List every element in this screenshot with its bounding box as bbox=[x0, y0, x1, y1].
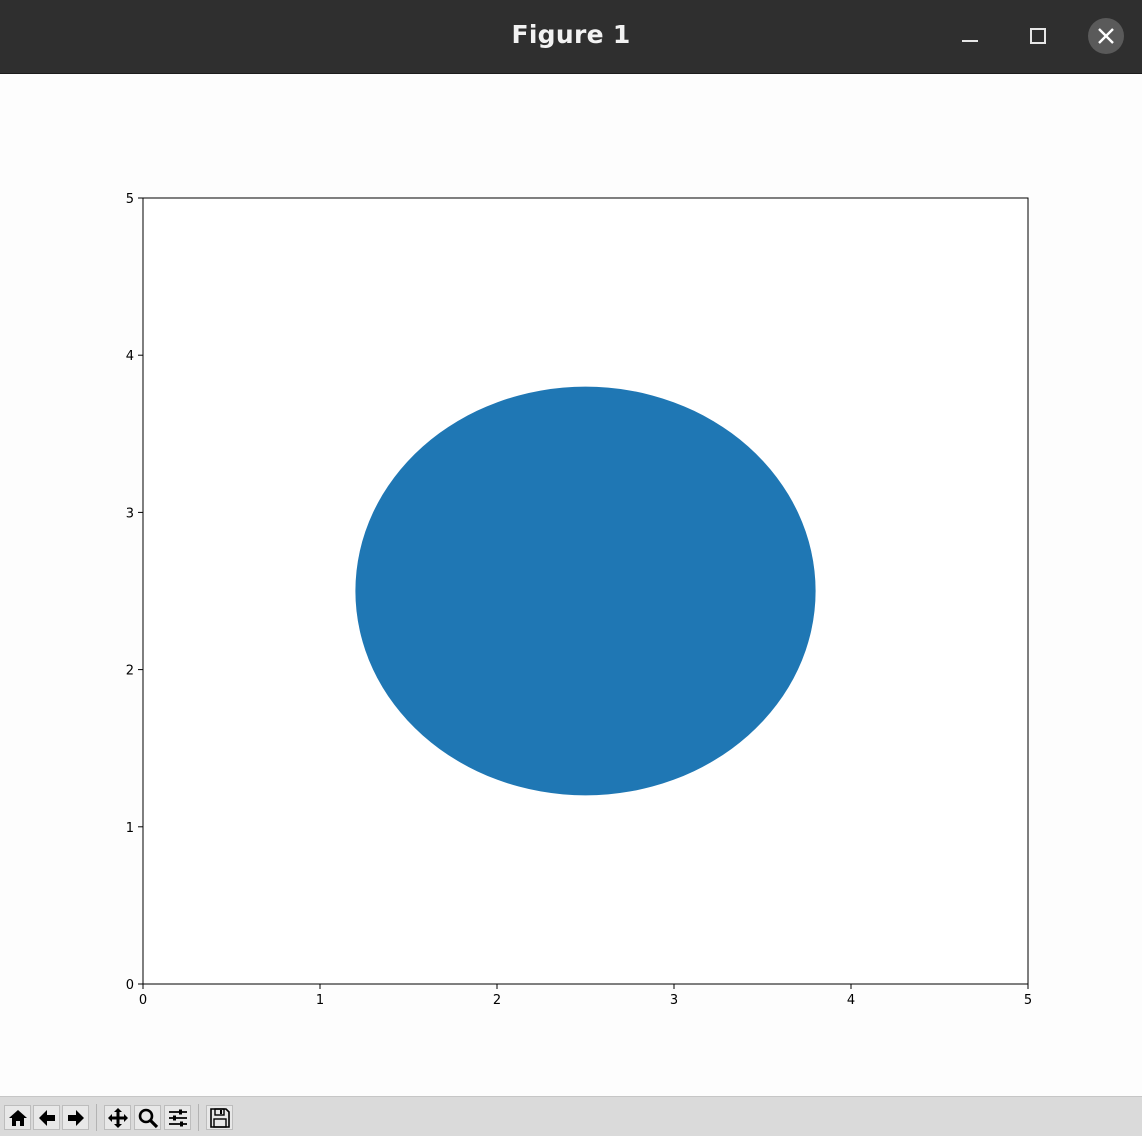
minimize-button[interactable] bbox=[952, 18, 988, 54]
back-button[interactable] bbox=[33, 1105, 60, 1130]
y-tick-label: 3 bbox=[126, 506, 134, 521]
y-tick-label: 2 bbox=[126, 664, 134, 679]
close-button[interactable] bbox=[1088, 18, 1124, 54]
x-tick-label: 1 bbox=[316, 993, 324, 1008]
y-tick-label: 0 bbox=[126, 978, 134, 993]
x-axis: 0 1 2 3 4 5 bbox=[139, 984, 1032, 1008]
close-icon bbox=[1098, 28, 1114, 44]
x-tick-label: 4 bbox=[847, 993, 855, 1008]
pan-button[interactable] bbox=[104, 1105, 131, 1130]
plot-area: 0 1 2 3 4 5 0 1 2 3 4 5 bbox=[126, 192, 1032, 1008]
x-tick-label: 2 bbox=[493, 993, 501, 1008]
save-icon bbox=[210, 1108, 230, 1128]
window-titlebar[interactable]: Figure 1 bbox=[0, 0, 1142, 74]
y-tick-label: 4 bbox=[126, 349, 134, 364]
figure-canvas[interactable]: 0 1 2 3 4 5 0 1 2 3 4 5 bbox=[0, 74, 1142, 1096]
home-button[interactable] bbox=[4, 1105, 31, 1130]
navigation-toolbar bbox=[0, 1096, 1142, 1136]
forward-button[interactable] bbox=[62, 1105, 89, 1130]
window-title: Figure 1 bbox=[511, 20, 631, 49]
pan-icon bbox=[108, 1108, 128, 1128]
y-tick-label: 5 bbox=[126, 192, 134, 207]
y-tick-label: 1 bbox=[126, 821, 134, 836]
maximize-icon bbox=[1030, 28, 1046, 44]
x-tick-label: 0 bbox=[139, 993, 147, 1008]
back-arrow-icon bbox=[39, 1110, 55, 1126]
maximize-button[interactable] bbox=[1020, 18, 1056, 54]
toolbar-separator bbox=[96, 1104, 97, 1131]
zoom-icon bbox=[138, 1108, 159, 1129]
home-icon bbox=[9, 1110, 27, 1126]
x-tick-label: 3 bbox=[670, 993, 678, 1008]
configure-subplots-icon bbox=[169, 1109, 187, 1127]
y-axis: 0 1 2 3 4 5 bbox=[126, 192, 143, 993]
ellipse-patch bbox=[355, 386, 816, 796]
forward-arrow-icon bbox=[68, 1110, 84, 1126]
x-tick-label: 5 bbox=[1024, 993, 1032, 1008]
save-button[interactable] bbox=[206, 1105, 233, 1130]
zoom-button[interactable] bbox=[134, 1105, 161, 1130]
configure-subplots-button[interactable] bbox=[164, 1105, 191, 1130]
toolbar-separator bbox=[198, 1104, 199, 1131]
minimize-icon bbox=[962, 40, 978, 42]
